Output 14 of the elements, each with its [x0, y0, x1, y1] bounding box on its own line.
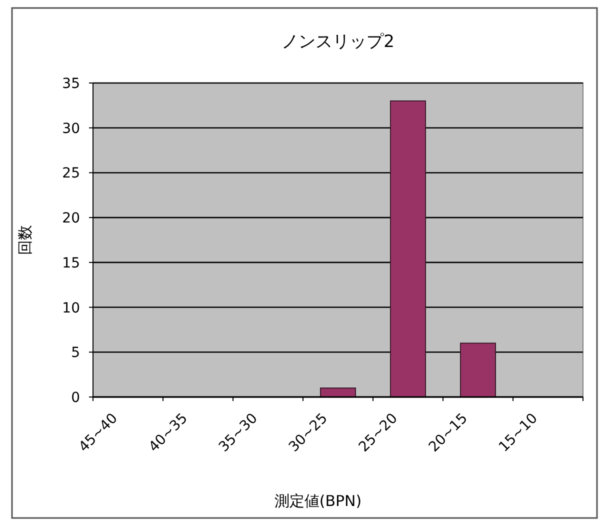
y-tick-label: 10: [62, 300, 80, 316]
y-tick-label: 20: [62, 210, 80, 227]
bar: [460, 342, 496, 398]
y-axis-title: 回数: [16, 225, 34, 255]
chart-title: ノンスリップ2: [282, 32, 394, 52]
y-tick-label: 15: [62, 255, 80, 272]
y-tick-label: 0: [71, 390, 80, 406]
bar: [320, 388, 356, 398]
y-tick-label: 25: [62, 166, 80, 182]
y-tick-label: 35: [62, 76, 80, 92]
y-tick-label: 30: [62, 120, 80, 137]
bar: [390, 100, 426, 398]
x-axis-title: 測定値(BPN): [274, 492, 362, 510]
y-tick-label: 5: [71, 345, 80, 362]
